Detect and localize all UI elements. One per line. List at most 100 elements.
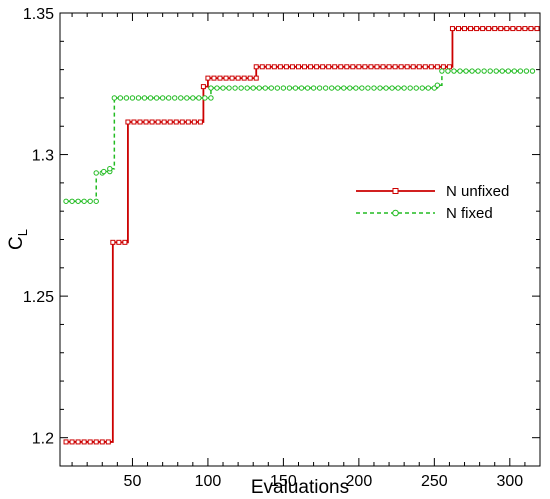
point-n-fixed [517,68,524,74]
point-n-fixed [469,68,475,74]
point-n-fixed [202,95,208,101]
point-n-unfixed [486,26,492,32]
x-tick-label-300: 300 [496,473,523,490]
point-n-fixed [353,85,359,91]
point-n-unfixed [137,119,143,125]
point-n-unfixed [510,26,516,32]
y-tick-label-3: 1.35 [23,6,54,23]
point-n-fixed [475,68,481,74]
point-n-unfixed [308,64,314,70]
legend: N unfixed N fixed [356,183,509,222]
point-n-fixed [280,85,287,91]
point-n-unfixed [528,26,534,32]
point-n-fixed [481,68,487,74]
point-n-unfixed [69,439,75,445]
point-n-fixed [292,85,299,91]
point-n-fixed [184,95,190,101]
point-n-fixed [159,95,166,101]
series-layer [63,26,540,445]
point-n-fixed [75,198,81,204]
point-n-unfixed [344,64,350,70]
point-n-fixed [316,85,323,91]
x-tick-label-250: 250 [421,473,448,490]
point-n-fixed [457,68,463,74]
point-n-unfixed [332,64,338,70]
y-axis-label-main: C [6,236,27,250]
point-n-fixed [232,85,238,91]
x-tick-label-50: 50 [124,473,142,490]
point-n-unfixed [283,64,289,70]
point-n-fixed [172,95,178,101]
point-n-fixed [244,85,250,91]
point-n-unfixed [179,119,185,125]
point-n-fixed [377,85,383,91]
point-n-fixed [493,68,499,74]
y-axis-label-subscript: L [15,229,30,236]
point-n-unfixed [380,64,386,70]
point-n-fixed [123,95,130,101]
point-n-fixed [196,95,202,101]
point-n-unfixed [446,64,452,70]
point-n-unfixed [468,26,474,32]
point-n-fixed [463,68,469,74]
y-tick-label-2: 1.3 [32,148,54,165]
point-n-fixed [401,85,407,91]
point-n-unfixed [247,75,253,81]
point-n-fixed [359,85,365,91]
point-n-unfixed [125,119,131,125]
point-n-fixed [395,85,401,91]
point-n-fixed [250,85,256,91]
point-n-unfixed [87,439,93,445]
point-n-unfixed [428,64,434,70]
point-n-unfixed [320,64,326,70]
point-n-unfixed [149,119,155,125]
point-n-unfixed [131,119,137,125]
point-n-unfixed [516,26,522,32]
point-n-unfixed [122,239,128,245]
point-n-unfixed [167,119,173,125]
point-n-unfixed [404,64,410,70]
point-n-fixed [107,166,113,172]
point-n-unfixed [368,64,374,70]
point-n-unfixed [356,64,362,70]
point-n-fixed [425,85,432,91]
point-n-unfixed [338,64,344,70]
point-n-unfixed [462,26,468,32]
point-n-fixed [322,85,329,91]
point-n-unfixed [277,64,283,70]
point-n-fixed [178,95,184,101]
point-n-unfixed [191,119,197,125]
x-tick-label-150: 150 [270,473,297,490]
y-axis-label: CL [6,229,30,250]
point-n-fixed [298,85,305,91]
point-n-fixed [505,68,512,74]
point-n-fixed [434,82,441,88]
point-n-unfixed [223,75,229,81]
point-n-fixed [328,85,335,91]
point-n-unfixed [392,64,398,70]
point-n-fixed [208,95,214,101]
point-n-fixed [226,85,232,91]
point-n-unfixed [422,64,428,70]
point-n-fixed [101,168,107,175]
point-n-fixed [63,198,69,204]
point-n-fixed [220,85,226,91]
legend-marker-n-unfixed [392,188,399,194]
point-n-unfixed [63,439,69,445]
point-n-unfixed [211,75,217,81]
point-n-unfixed [374,64,380,70]
x-tick-label-100: 100 [195,473,222,490]
point-n-fixed [147,95,154,101]
point-n-fixed [93,170,99,176]
point-n-unfixed [295,64,301,70]
point-n-fixed [523,68,530,74]
point-n-unfixed [480,26,486,32]
point-n-unfixed [93,439,99,445]
legend-label-n-unfixed: N unfixed [446,183,509,200]
point-n-unfixed [161,119,167,125]
point-n-unfixed [173,119,179,125]
point-n-fixed [445,68,451,74]
point-n-fixed [153,95,160,101]
point-n-unfixed [259,64,265,70]
legend-marker-n-fixed [392,209,399,217]
